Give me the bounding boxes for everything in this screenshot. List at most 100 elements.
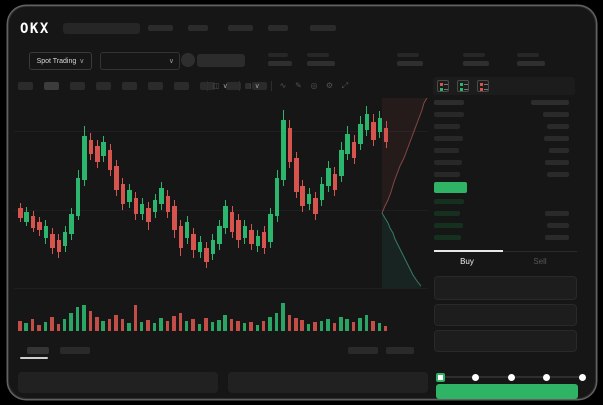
ask-price-bar[interactable]: [434, 136, 463, 141]
timeframe-button[interactable]: [122, 82, 137, 90]
timeframe-button[interactable]: [96, 82, 111, 90]
volume-bar: [358, 318, 362, 331]
slider-stop-dot[interactable]: [543, 373, 550, 381]
ask-price-bar[interactable]: [434, 112, 464, 117]
bid-price-bar[interactable]: [434, 211, 460, 216]
volume-bar: [18, 321, 22, 331]
buy-submit-button[interactable]: [436, 384, 578, 399]
nav-item[interactable]: [228, 25, 253, 31]
spot-trading-dropdown[interactable]: Spot Trading ∨: [29, 52, 92, 70]
timeframe-button[interactable]: [252, 82, 267, 90]
search-input[interactable]: [63, 23, 140, 34]
tab-buy[interactable]: Buy: [460, 257, 474, 266]
book-icon-mark: [480, 83, 483, 86]
candle-body: [152, 200, 158, 212]
candle-body: [101, 142, 106, 156]
volume-bar: [210, 322, 215, 331]
bid-amount-bar: [547, 223, 569, 228]
nav-item[interactable]: [310, 25, 336, 31]
volume-bar: [178, 313, 182, 331]
book-icon-line: [444, 89, 448, 90]
stat-value-placeholder: [268, 61, 292, 66]
bottom-tab[interactable]: [60, 347, 90, 354]
candle-body: [306, 194, 312, 204]
indicators-wave-icon[interactable]: ∿: [279, 81, 287, 90]
stat-value-placeholder: [517, 61, 545, 66]
chart-settings-gear-icon[interactable]: ⚙: [325, 81, 334, 90]
candle-body: [133, 198, 139, 214]
candle-body: [261, 232, 267, 248]
nav-item[interactable]: [188, 25, 208, 31]
timeframe-button[interactable]: [226, 82, 241, 90]
candle-body: [274, 178, 280, 216]
depth-chart-overlay: [381, 97, 428, 288]
depth-asks-line: [381, 97, 428, 214]
ask-price-bar[interactable]: [434, 172, 460, 177]
stat-label-placeholder: [463, 53, 485, 57]
last-price-bar[interactable]: [434, 182, 467, 193]
candle-body: [204, 248, 209, 262]
screenshot-camera-icon[interactable]: ◎: [310, 81, 318, 90]
orders-panel-placeholder: [18, 372, 218, 393]
stat-label-placeholder: [268, 53, 288, 57]
depth-bids-area: [382, 213, 421, 288]
ask-amount-bar: [547, 124, 569, 129]
pair-selector-dropdown[interactable]: ∨: [100, 52, 180, 70]
ask-price-bar[interactable]: [434, 160, 462, 165]
book-view-asks-icon[interactable]: [477, 80, 489, 92]
fullscreen-expand-icon[interactable]: ⤢: [341, 81, 349, 90]
interval-dropdown[interactable]: ◫ ∨: [213, 80, 228, 92]
order-input-field[interactable]: [434, 276, 577, 300]
stat-label-placeholder: [397, 53, 419, 57]
volume-bar: [345, 319, 349, 331]
book-view-both-icon[interactable]: [437, 80, 449, 92]
order-input-field[interactable]: [434, 304, 577, 326]
orderbook-col-header-amount: [531, 100, 569, 105]
ask-price-bar[interactable]: [434, 124, 460, 129]
candle-body: [146, 208, 151, 222]
slider-stop-dot[interactable]: [578, 373, 586, 381]
candle-body: [75, 178, 81, 216]
chart-type-dropdown[interactable]: ▤ ∨: [245, 80, 260, 92]
volume-bar: [326, 319, 330, 331]
candle-body: [62, 232, 68, 246]
bottom-toolbar-item[interactable]: [348, 347, 378, 354]
timeframe-button[interactable]: [148, 82, 163, 90]
slider-stop-dot[interactable]: [507, 373, 515, 381]
volume-bar: [114, 315, 118, 331]
volume-bar: [217, 320, 221, 331]
order-input-field[interactable]: [434, 330, 577, 352]
candle-body: [371, 122, 376, 140]
bottom-toolbar-item[interactable]: [386, 347, 414, 354]
volume-bar: [56, 324, 61, 331]
bottom-tab[interactable]: [27, 347, 49, 354]
tab-sell[interactable]: Sell: [533, 257, 547, 266]
volume-bar: [133, 305, 138, 331]
ask-price-bar[interactable]: [434, 148, 459, 153]
candle-body: [178, 226, 183, 248]
candle-body: [184, 222, 190, 238]
timeframe-button[interactable]: [70, 82, 85, 90]
slider-handle[interactable]: [435, 372, 445, 382]
volume-bar: [159, 318, 163, 331]
candle-body: [300, 186, 305, 206]
nav-item[interactable]: [148, 25, 173, 31]
bid-price-bar[interactable]: [434, 235, 461, 240]
candle-body: [217, 226, 222, 244]
candle-body: [377, 118, 383, 132]
timeframe-button[interactable]: [44, 82, 59, 90]
bid-price-bar[interactable]: [434, 199, 464, 204]
candle-body: [139, 204, 145, 214]
book-view-bids-icon[interactable]: [457, 80, 469, 92]
nav-item[interactable]: [268, 25, 288, 31]
chart-type-icon: ▤: [245, 83, 252, 90]
candle-body: [88, 140, 94, 154]
chevron-down-icon: ∨: [168, 57, 174, 65]
timeframe-button[interactable]: [174, 82, 189, 90]
ask-amount-bar: [544, 136, 569, 141]
bid-price-bar[interactable]: [434, 223, 463, 228]
slider-stop-dot[interactable]: [472, 373, 479, 381]
draw-pencil-icon[interactable]: ✎: [295, 81, 302, 90]
timeframe-button[interactable]: [18, 82, 33, 90]
